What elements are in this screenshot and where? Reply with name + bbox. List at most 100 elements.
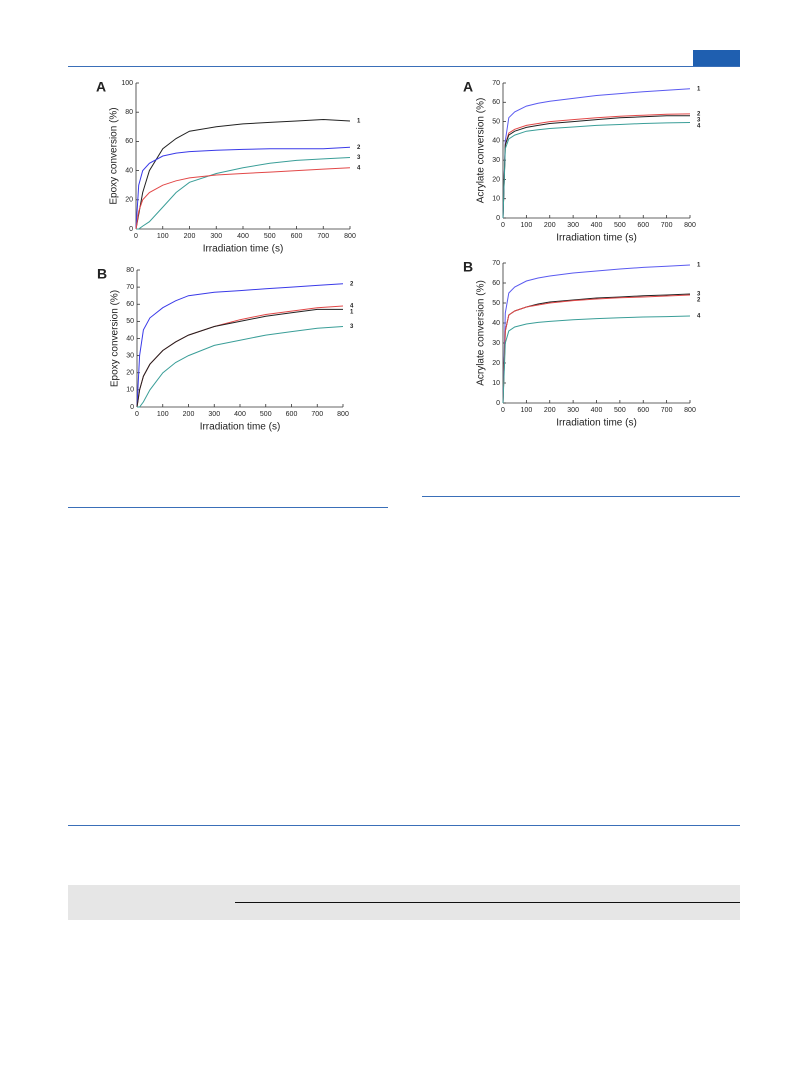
y-tick-label: 60 bbox=[125, 138, 133, 145]
data-line bbox=[502, 113, 691, 219]
x-tick-label: 800 bbox=[344, 233, 356, 240]
data-line bbox=[502, 122, 691, 219]
y-tick-label: 60 bbox=[492, 280, 500, 287]
x-tick-label: 0 bbox=[501, 222, 505, 229]
panel-label: A bbox=[96, 79, 106, 95]
data-line bbox=[502, 294, 691, 404]
y-tick-label: 30 bbox=[492, 157, 500, 164]
x-tick-label: 100 bbox=[157, 411, 169, 418]
x-tick-label: 800 bbox=[337, 411, 349, 418]
x-tick-label: 300 bbox=[208, 411, 220, 418]
x-tick-label: 400 bbox=[591, 407, 603, 414]
y-tick-label: 30 bbox=[126, 352, 134, 359]
x-tick-label: 200 bbox=[183, 411, 195, 418]
y-tick-label: 40 bbox=[492, 138, 500, 145]
y-tick-label: 30 bbox=[492, 340, 500, 347]
y-axis-label: Epoxy conversion (%) bbox=[110, 290, 121, 387]
x-tick-label: 400 bbox=[237, 233, 249, 240]
x-tick-label: 300 bbox=[567, 407, 579, 414]
y-tick-label: 0 bbox=[496, 215, 500, 222]
y-tick-label: 40 bbox=[492, 320, 500, 327]
data-line bbox=[135, 118, 351, 230]
x-tick-label: 200 bbox=[544, 222, 556, 229]
y-tick-label: 40 bbox=[125, 167, 133, 174]
series-label: 3 bbox=[697, 292, 701, 298]
data-line bbox=[136, 157, 351, 230]
y-tick-label: 70 bbox=[492, 260, 500, 267]
y-axis-label: Acrylate conversion (%) bbox=[476, 280, 487, 386]
y-tick-label: 10 bbox=[492, 196, 500, 203]
x-tick-label: 600 bbox=[286, 411, 298, 418]
header-tab bbox=[693, 50, 740, 66]
x-axis-label: Irradiation time (s) bbox=[203, 244, 284, 255]
panel-label: B bbox=[463, 259, 473, 275]
x-tick-label: 700 bbox=[317, 233, 329, 240]
x-tick-label: 600 bbox=[637, 407, 649, 414]
data-line bbox=[502, 88, 691, 219]
x-tick-label: 500 bbox=[264, 233, 276, 240]
x-tick-label: 300 bbox=[567, 222, 579, 229]
y-tick-label: 0 bbox=[496, 400, 500, 407]
y-tick-label: 80 bbox=[125, 109, 133, 116]
y-tick-label: 0 bbox=[129, 226, 133, 233]
y-tick-label: 70 bbox=[126, 284, 134, 291]
y-tick-label: 100 bbox=[121, 80, 133, 87]
y-tick-label: 50 bbox=[492, 300, 500, 307]
x-tick-label: 100 bbox=[521, 407, 533, 414]
series-label: 2 bbox=[350, 281, 354, 287]
x-tick-label: 700 bbox=[661, 222, 673, 229]
data-line bbox=[135, 146, 351, 230]
x-tick-label: 200 bbox=[184, 233, 196, 240]
y-tick-label: 50 bbox=[126, 318, 134, 325]
series-label: 1 bbox=[357, 119, 361, 125]
y-tick-label: 20 bbox=[126, 370, 134, 377]
x-axis-label: Irradiation time (s) bbox=[556, 418, 637, 429]
series-label: 2 bbox=[697, 111, 701, 117]
data-line bbox=[135, 167, 351, 230]
series-label: 2 bbox=[357, 145, 361, 151]
series-label: 4 bbox=[697, 314, 701, 320]
x-axis-label: Irradiation time (s) bbox=[556, 233, 637, 244]
y-tick-label: 60 bbox=[126, 301, 134, 308]
x-tick-label: 800 bbox=[684, 222, 696, 229]
data-line bbox=[502, 115, 690, 219]
x-tick-label: 600 bbox=[637, 222, 649, 229]
y-tick-label: 60 bbox=[492, 99, 500, 106]
x-tick-label: 700 bbox=[311, 411, 323, 418]
series-label: 4 bbox=[697, 123, 701, 129]
y-tick-label: 20 bbox=[125, 197, 133, 204]
series-label: 3 bbox=[357, 155, 361, 161]
data-line bbox=[502, 315, 691, 404]
x-tick-label: 200 bbox=[544, 407, 556, 414]
data-line bbox=[136, 308, 343, 408]
x-tick-label: 500 bbox=[614, 407, 626, 414]
y-tick-label: 50 bbox=[492, 118, 500, 125]
panel-label: B bbox=[97, 266, 107, 282]
y-tick-label: 20 bbox=[492, 176, 500, 183]
series-label: 4 bbox=[357, 165, 361, 171]
series-label: 4 bbox=[350, 304, 354, 310]
x-tick-label: 300 bbox=[210, 233, 222, 240]
x-tick-label: 400 bbox=[591, 222, 603, 229]
x-tick-label: 500 bbox=[260, 411, 272, 418]
data-line bbox=[502, 264, 691, 404]
data-line bbox=[136, 283, 344, 408]
series-label: 1 bbox=[697, 263, 701, 269]
series-label: 3 bbox=[350, 324, 354, 330]
y-tick-label: 70 bbox=[492, 80, 500, 87]
x-axis-label: Irradiation time (s) bbox=[200, 422, 281, 433]
x-tick-label: 0 bbox=[135, 411, 139, 418]
x-tick-label: 400 bbox=[234, 411, 246, 418]
x-tick-label: 500 bbox=[614, 222, 626, 229]
y-tick-label: 0 bbox=[130, 404, 134, 411]
x-tick-label: 0 bbox=[501, 407, 505, 414]
data-line bbox=[502, 293, 691, 404]
series-label: 3 bbox=[697, 117, 701, 123]
x-tick-label: 600 bbox=[291, 233, 303, 240]
y-tick-label: 20 bbox=[492, 360, 500, 367]
x-tick-label: 0 bbox=[134, 233, 138, 240]
x-tick-label: 100 bbox=[521, 222, 533, 229]
series-label: 2 bbox=[697, 298, 701, 304]
series-label: 1 bbox=[697, 86, 701, 92]
